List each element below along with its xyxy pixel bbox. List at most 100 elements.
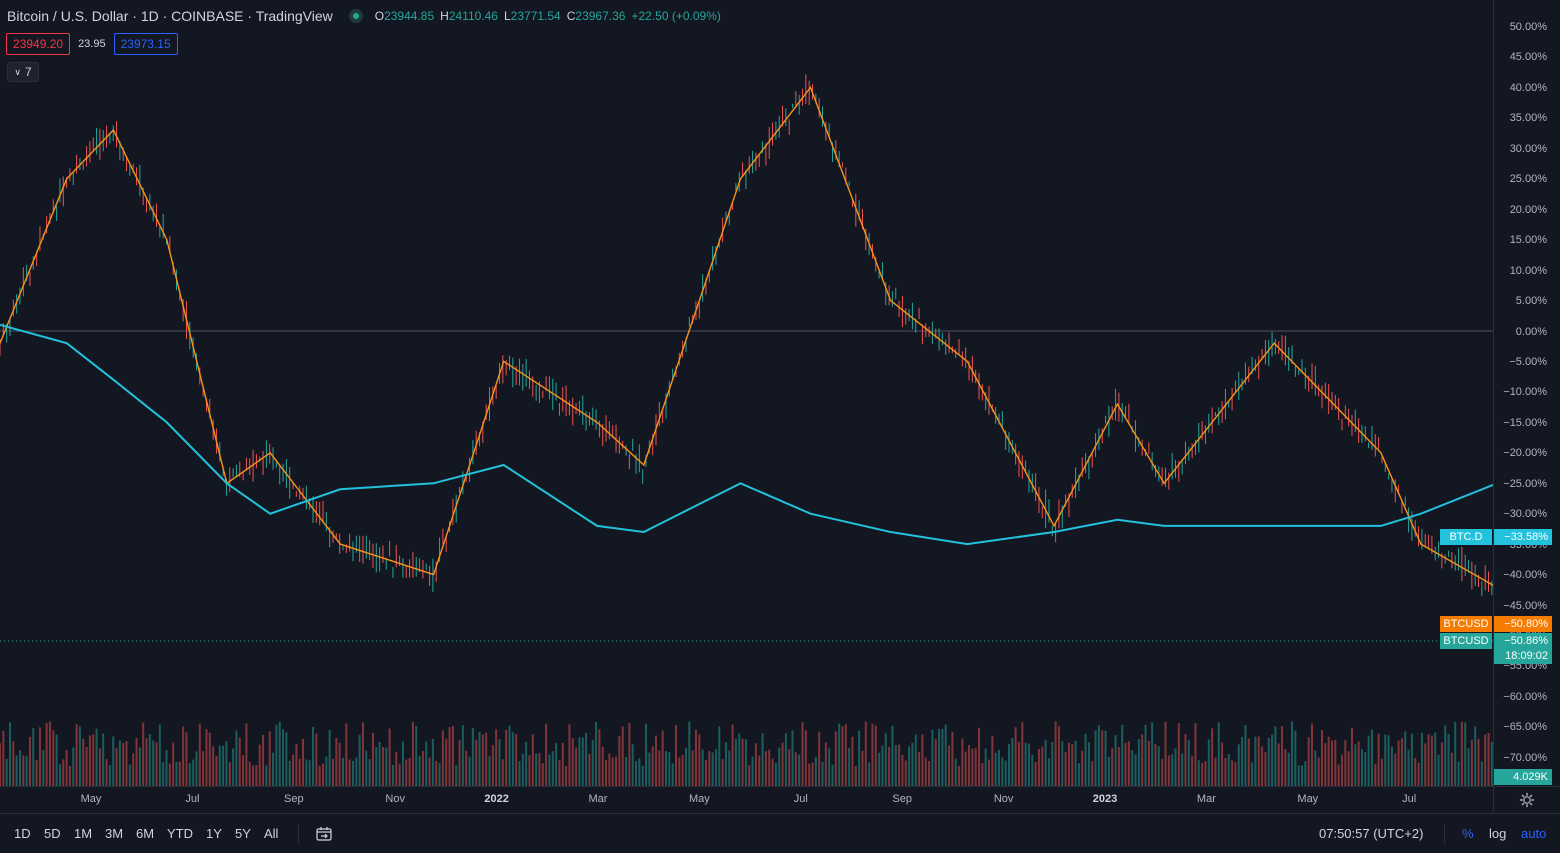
volume-bar	[961, 738, 964, 786]
volume-bar	[1370, 729, 1373, 786]
volume-bars	[0, 721, 1493, 786]
volume-bar	[645, 724, 648, 786]
volume-bar	[255, 764, 258, 786]
volume-bar	[1314, 750, 1317, 786]
volume-bar	[1101, 730, 1104, 786]
volume-bar	[1251, 762, 1254, 786]
volume-bar	[2, 730, 5, 786]
volume-bar	[551, 751, 554, 786]
price-tick: 20.00%	[1509, 203, 1547, 216]
percent-scale-toggle[interactable]: %	[1462, 826, 1474, 841]
volume-bar	[1460, 721, 1463, 786]
volume-bar	[292, 754, 295, 786]
range-3m-button[interactable]: 3M	[105, 826, 124, 841]
volume-bar	[371, 732, 374, 786]
time-axis[interactable]: May Jul Sep Nov 2022 Mar May Jul Sep Nov 2023 Mar Ma…	[0, 786, 1493, 812]
price-tick: −25.00%	[1503, 477, 1547, 490]
volume-bar	[515, 733, 518, 786]
volume-bar	[771, 758, 774, 786]
volume-bar	[948, 745, 951, 786]
volume-bar	[704, 760, 707, 786]
range-1m-button[interactable]: 1M	[74, 826, 93, 841]
log-scale-toggle[interactable]: log	[1489, 826, 1507, 841]
volume-bar	[958, 765, 961, 786]
volume-bar	[248, 761, 251, 786]
bid-price-button[interactable]: 23949.20	[6, 33, 71, 55]
volume-bar	[611, 757, 614, 786]
volume-bar	[245, 723, 248, 786]
range-6m-button[interactable]: 6M	[136, 826, 155, 841]
volume-bar	[668, 752, 671, 786]
ask-price-button[interactable]: 23973.15	[113, 33, 178, 55]
volume-bar	[1157, 746, 1160, 786]
volume-bar	[182, 726, 185, 786]
volume-bar	[1174, 748, 1177, 786]
volume-bar	[541, 763, 544, 786]
volume-bar	[485, 732, 488, 786]
volume-bar	[671, 763, 674, 786]
volume-bar	[168, 763, 171, 786]
volume-bar	[601, 746, 604, 786]
volume-bar	[1084, 733, 1087, 786]
price-tick: −65.00%	[1503, 721, 1547, 734]
price-tick: −30.00%	[1503, 508, 1547, 521]
volume-bar	[1384, 734, 1387, 786]
volume-bar	[831, 764, 834, 786]
volume-bar	[701, 749, 704, 786]
volume-bar	[778, 747, 781, 786]
volume-bar	[811, 762, 814, 786]
volume-bar	[898, 744, 901, 786]
volume-bar	[1281, 726, 1284, 786]
timezone-clock[interactable]: 07:50:57 (UTC+2)	[1319, 826, 1424, 841]
volume-bar	[42, 749, 45, 786]
range-1d-button[interactable]: 1D	[14, 826, 31, 841]
ohlc-close: C23967.36	[566, 9, 626, 23]
volume-bar	[1490, 741, 1493, 786]
volume-bar	[415, 726, 418, 786]
price-chart[interactable]	[0, 0, 1493, 786]
price-tick: 50.00%	[1509, 21, 1547, 33]
volume-bar	[708, 751, 711, 786]
volume-bar	[1277, 743, 1280, 786]
price-tick: 25.00%	[1509, 173, 1547, 186]
ohlc-low: L23771.54	[503, 9, 561, 23]
volume-bar	[298, 758, 301, 786]
volume-bar	[242, 755, 245, 786]
volume-bar	[491, 745, 494, 786]
volume-bar	[208, 732, 211, 786]
volume-bar	[1377, 733, 1380, 786]
volume-bar	[1347, 751, 1350, 786]
price-scale[interactable]: 50.00% 45.00% 40.00% 35.00% 30.00% 25.00% 20.0…	[1493, 0, 1560, 786]
toolbar-divider	[1444, 824, 1445, 844]
volume-bar	[52, 730, 55, 786]
btcusd-line	[0, 85, 1493, 587]
volume-bar	[1141, 734, 1144, 786]
auto-scale-toggle[interactable]: auto	[1521, 826, 1547, 841]
volume-bar	[252, 765, 255, 786]
range-all-button[interactable]: All	[264, 826, 279, 841]
volume-bar	[128, 764, 131, 786]
chart-pane[interactable]: Bitcoin / U.S. Dollar · 1D · COINBASE · …	[0, 0, 1493, 786]
range-5y-button[interactable]: 5Y	[235, 826, 251, 841]
volume-bar	[1397, 740, 1400, 786]
volume-bar	[478, 732, 481, 786]
volume-bar	[545, 723, 548, 786]
volume-bar	[1390, 746, 1393, 786]
volume-bar	[984, 748, 987, 786]
volume-bar	[1127, 741, 1130, 786]
volume-bar	[635, 761, 638, 786]
volume-bar	[1071, 744, 1074, 786]
chart-settings-button[interactable]	[1493, 786, 1560, 812]
indicators-toggle-button[interactable]: ∨ 7	[7, 62, 39, 82]
volume-bar	[1074, 740, 1077, 786]
volume-bar	[1477, 738, 1480, 786]
go-to-date-icon[interactable]	[315, 825, 333, 843]
range-ytd-button[interactable]: YTD	[167, 826, 193, 841]
time-tick: Jul	[185, 793, 200, 805]
range-5d-button[interactable]: 5D	[44, 826, 61, 841]
volume-bar	[361, 722, 364, 786]
range-1y-button[interactable]: 1Y	[206, 826, 222, 841]
volume-bar	[801, 722, 804, 786]
volume-bar	[848, 747, 851, 786]
symbol-title[interactable]: Bitcoin / U.S. Dollar · 1D · COINBASE · …	[7, 8, 333, 24]
